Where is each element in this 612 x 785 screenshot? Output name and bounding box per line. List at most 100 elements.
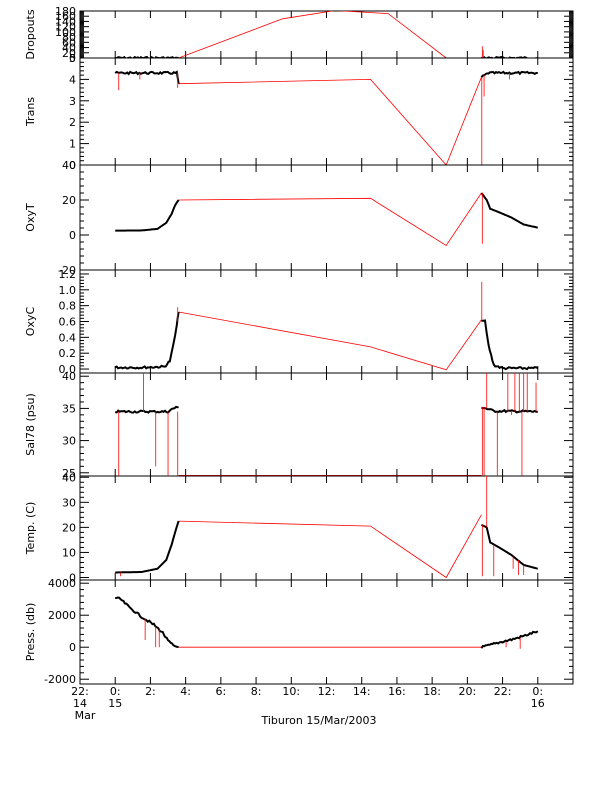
y-axis-label: Dropouts xyxy=(24,9,37,59)
gap-line-series xyxy=(178,11,482,58)
panel-frame xyxy=(79,164,574,271)
gap-line-series xyxy=(178,311,482,371)
data-series xyxy=(480,70,538,78)
panel-plot-area xyxy=(115,373,538,476)
data-series xyxy=(481,523,539,570)
y-tick-label: 2 xyxy=(69,116,76,129)
y-tick-label: -20 xyxy=(58,264,76,277)
data-series xyxy=(114,70,180,84)
x-axis-label: Tiburon 15/Mar/2003 xyxy=(260,714,376,727)
gap-line-series xyxy=(178,514,482,579)
y-tick-label: 0 xyxy=(69,159,76,172)
x-tick-label: 14: xyxy=(353,685,371,698)
y-tick-label: 40 xyxy=(62,159,76,172)
y-axis-label: OxyC xyxy=(24,307,37,337)
x-tick-label: 10: xyxy=(282,685,300,698)
panel-frame xyxy=(79,372,574,477)
panel-3: -20 0 20 40 OxyT xyxy=(24,159,574,277)
panel-2: 0 1 2 3 4 5 Trans xyxy=(24,52,574,172)
y-axis-label: Press. (db) xyxy=(24,603,37,662)
y-tick-label: 0 xyxy=(69,52,76,65)
data-series xyxy=(481,319,539,371)
data-series xyxy=(114,311,180,370)
y-tick-label: 160 xyxy=(55,10,76,23)
panel-4: 0.0 0.2 0.4 0.6 0.8 1.0 1.2 OxyC xyxy=(24,268,574,376)
x-tick-sublabel-month: Mar xyxy=(75,709,96,722)
x-tick-label: 18: xyxy=(423,685,441,698)
y-tick-label: 0 xyxy=(69,641,76,654)
data-series xyxy=(480,192,539,229)
panel-plot-area xyxy=(115,192,539,247)
y-tick-label: 60 xyxy=(62,36,76,49)
y-tick-label: 140 xyxy=(55,15,76,28)
data-series xyxy=(481,406,538,414)
y-tick-label: 20 xyxy=(62,521,76,534)
y-tick-label: 10 xyxy=(62,546,76,559)
data-series xyxy=(115,199,180,232)
panel-frame xyxy=(79,10,574,59)
panel-plot-area xyxy=(115,596,539,649)
y-tick-label: 40 xyxy=(62,42,76,55)
data-series xyxy=(480,630,539,649)
y-tick-label: 120 xyxy=(55,21,76,34)
x-tick-label: 0: xyxy=(532,685,543,698)
y-tick-label: 0 xyxy=(69,571,76,584)
y-tick-label: 1.2 xyxy=(59,268,77,281)
y-axis-label: Temp. (C) xyxy=(24,502,37,556)
panel-frame xyxy=(79,475,574,581)
panel-5: 25 30 35 40 Sal78 (psu) xyxy=(24,370,574,480)
y-tick-label: 1.0 xyxy=(59,284,77,297)
y-tick-label: 40 xyxy=(62,471,76,484)
panel-plot-area xyxy=(115,476,539,579)
y-tick-label: 0.2 xyxy=(59,347,77,360)
panel-6: 0 10 20 30 40 Temp. (C) xyxy=(24,471,574,584)
panel-frame xyxy=(79,579,574,685)
y-tick-label: 100 xyxy=(55,26,76,39)
y-tick-label: 180 xyxy=(55,5,76,18)
y-tick-label: 0 xyxy=(69,229,76,242)
y-tick-label: 20 xyxy=(62,47,76,60)
gap-line-series xyxy=(178,192,482,247)
panel-plot-area xyxy=(114,281,539,371)
y-axis-label: Sal78 (psu) xyxy=(24,393,37,456)
data-series xyxy=(115,405,179,414)
x-tick-label: 22: xyxy=(71,685,89,698)
x-tick-sublabel: 15 xyxy=(108,697,122,710)
x-tick-label: 8: xyxy=(251,685,262,698)
y-tick-label: 0.4 xyxy=(59,331,77,344)
y-tick-label: 0.8 xyxy=(59,300,77,313)
panel-plot-area xyxy=(114,70,538,165)
y-tick-label: 30 xyxy=(62,435,76,448)
y-tick-label: 25 xyxy=(62,467,76,480)
x-tick-label: 20: xyxy=(459,685,477,698)
panel-frame xyxy=(79,269,574,374)
x-tick-label: 4: xyxy=(180,685,191,698)
y-tick-label: 4 xyxy=(69,73,76,86)
y-tick-label: 5 xyxy=(69,52,76,65)
y-tick-label: 30 xyxy=(62,496,76,509)
y-tick-label: 2000 xyxy=(48,609,76,622)
y-tick-label: -2000 xyxy=(44,673,76,686)
x-tick-label: 22: xyxy=(494,685,512,698)
y-axis-label: OxyT xyxy=(24,203,37,232)
y-tick-label: 3 xyxy=(69,95,76,108)
y-tick-label: 4000 xyxy=(48,577,76,590)
y-tick-label: 0.6 xyxy=(59,316,77,329)
x-tick-sublabel: 16 xyxy=(531,697,545,710)
x-tick-label: 0: xyxy=(110,685,121,698)
chart-panels: 020406080100120140160180Dropouts012345Tr… xyxy=(24,5,574,686)
y-tick-label: 80 xyxy=(62,31,76,44)
x-tick-sublabel: 14 xyxy=(73,697,87,710)
y-tick-label: 20 xyxy=(62,194,76,207)
y-tick-label: 35 xyxy=(62,402,76,415)
y-tick-label: 1 xyxy=(69,138,76,151)
data-series xyxy=(115,596,179,649)
x-tick-label: 6: xyxy=(215,685,226,698)
data-series xyxy=(115,520,180,574)
y-tick-label: 40 xyxy=(62,370,76,383)
y-axis-label: Trans xyxy=(24,97,37,127)
y-tick-label: 0.0 xyxy=(59,363,77,376)
